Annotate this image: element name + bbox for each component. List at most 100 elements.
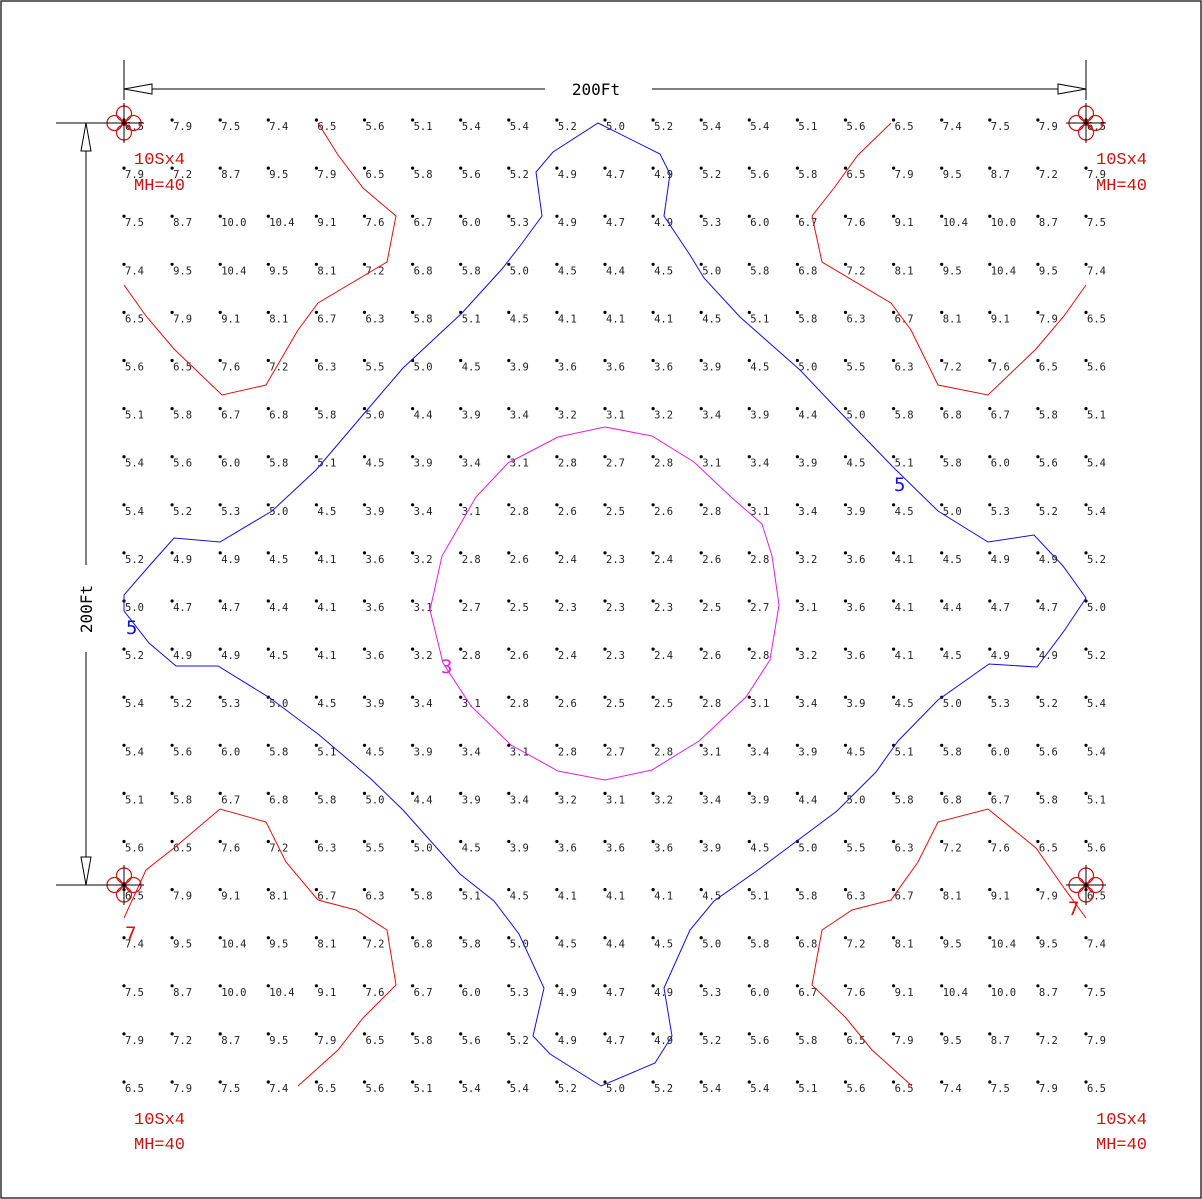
grid-point-value: 6.0 [221, 458, 240, 470]
grid-point-dot [699, 310, 703, 314]
grid-point-dot [1084, 214, 1088, 218]
grid-point-value: 5.1 [317, 458, 336, 470]
grid-point-value: 4.5 [750, 362, 769, 374]
grid-point-value: 3.1 [750, 506, 769, 518]
fixture-top-left-symbol [104, 103, 144, 143]
grid-point-value: 9.5 [269, 1035, 288, 1047]
grid-point-dot [795, 743, 800, 747]
grid-point-value: 2.6 [510, 554, 529, 566]
grid-point-value: 5.8 [414, 169, 433, 181]
grid-point-value: 6.7 [317, 313, 336, 325]
grid-point-dot [747, 743, 751, 747]
grid-point-value: 4.9 [173, 554, 192, 566]
grid-point-dot [459, 166, 463, 170]
grid-point-value: 3.9 [414, 746, 433, 758]
grid-point-dot [507, 839, 511, 844]
grid-point-dot [122, 310, 126, 314]
grid-point-dot [170, 407, 174, 411]
grid-point-value: 5.1 [750, 313, 769, 325]
grid-point-dot [940, 647, 944, 651]
grid-point-dot [651, 118, 655, 122]
grid-point-value: 6.0 [991, 458, 1010, 470]
grid-point-dot [940, 455, 944, 459]
width-dimension: 200Ft [123, 60, 1087, 100]
grid-point-value: 8.7 [991, 169, 1010, 181]
grid-point-value: 7.9 [1039, 1083, 1058, 1095]
grid-point-dot [218, 551, 222, 555]
grid-point-value: 7.4 [1087, 265, 1106, 277]
grid-point-dot [122, 936, 126, 940]
grid-point-dot [603, 358, 607, 363]
grid-point-value: 6.7 [221, 410, 240, 422]
grid-point-dot [699, 791, 703, 796]
grid-point-value: 6.5 [1087, 1083, 1106, 1095]
grid-point-value: 5.0 [269, 506, 288, 518]
grid-point-dot [1036, 984, 1040, 988]
grid-point-dot [843, 743, 848, 747]
grid-point-dot [122, 1032, 126, 1036]
grid-point-dot [362, 503, 367, 507]
grid-point-value: 6.8 [798, 265, 817, 277]
grid-point-dot [988, 503, 992, 507]
grid-point-value: 4.5 [654, 265, 673, 277]
grid-point-dot [603, 743, 607, 747]
grid-point-dot [555, 791, 559, 796]
grid-point-value: 9.5 [943, 265, 962, 277]
grid-point-value: 10.0 [991, 987, 1016, 999]
grid-point-dot [603, 1080, 607, 1084]
grid-point-value: 4.7 [606, 1035, 625, 1047]
grid-point-value: 5.6 [125, 843, 144, 855]
grid-point-dot [314, 791, 318, 796]
grid-point-value: 4.4 [798, 794, 817, 806]
grid-point-dot [411, 118, 415, 122]
grid-point-dot [603, 118, 607, 122]
grid-point-value: 5.3 [702, 987, 721, 999]
contour-label-5-left: 5 [126, 617, 137, 639]
grid-point-dot [988, 551, 992, 555]
grid-point-dot [795, 407, 800, 411]
grid-point-dot [1084, 166, 1088, 170]
grid-point-value: 6.8 [798, 939, 817, 951]
grid-point-value: 5.1 [125, 410, 144, 422]
grid-point-value: 7.2 [173, 1035, 192, 1047]
grid-point-dot [459, 358, 463, 363]
grid-point-value: 4.9 [221, 650, 240, 662]
grid-point-value: 5.0 [702, 939, 721, 951]
grid-point-value: 3.4 [798, 698, 817, 710]
grid-point-dot [266, 358, 270, 363]
grid-point-dot [362, 455, 367, 459]
grid-point-dot [651, 791, 655, 796]
grid-point-dot [843, 936, 848, 940]
grid-point-value: 8.1 [895, 265, 914, 277]
grid-point-dot [314, 358, 318, 363]
grid-point-value: 9.5 [269, 939, 288, 951]
grid-point-dot [362, 984, 367, 988]
grid-point-value: 7.5 [991, 1083, 1010, 1095]
grid-point-value: 8.1 [895, 939, 914, 951]
grid-point-dot [411, 647, 415, 651]
grid-point-dot [988, 984, 992, 988]
grid-point-value: 8.1 [943, 313, 962, 325]
grid-point-dot [170, 839, 174, 844]
grid-point-dot [507, 888, 511, 892]
grid-point-dot [699, 984, 703, 988]
grid-point-dot [795, 984, 800, 988]
grid-point-value: 9.1 [317, 217, 336, 229]
grid-point-value: 6.8 [414, 939, 433, 951]
grid-point-value: 4.1 [895, 602, 914, 614]
grid-point-value: 2.6 [510, 650, 529, 662]
grid-point-value: 2.8 [750, 650, 769, 662]
grid-point-value: 5.0 [943, 506, 962, 518]
grid-point-dot [699, 503, 703, 507]
grid-point-dot [651, 695, 655, 699]
grid-point-dot [411, 503, 415, 507]
grid-point-value: 7.4 [125, 939, 144, 951]
grid-point-dot [843, 166, 848, 170]
grid-point-dot [795, 455, 800, 459]
grid-point-dot [314, 936, 318, 940]
grid-point-value: 4.7 [221, 602, 240, 614]
grid-point-value: 5.3 [991, 698, 1010, 710]
grid-point-value: 2.8 [462, 650, 481, 662]
grid-point-value: 3.6 [606, 362, 625, 374]
grid-point-value: 7.6 [847, 217, 866, 229]
